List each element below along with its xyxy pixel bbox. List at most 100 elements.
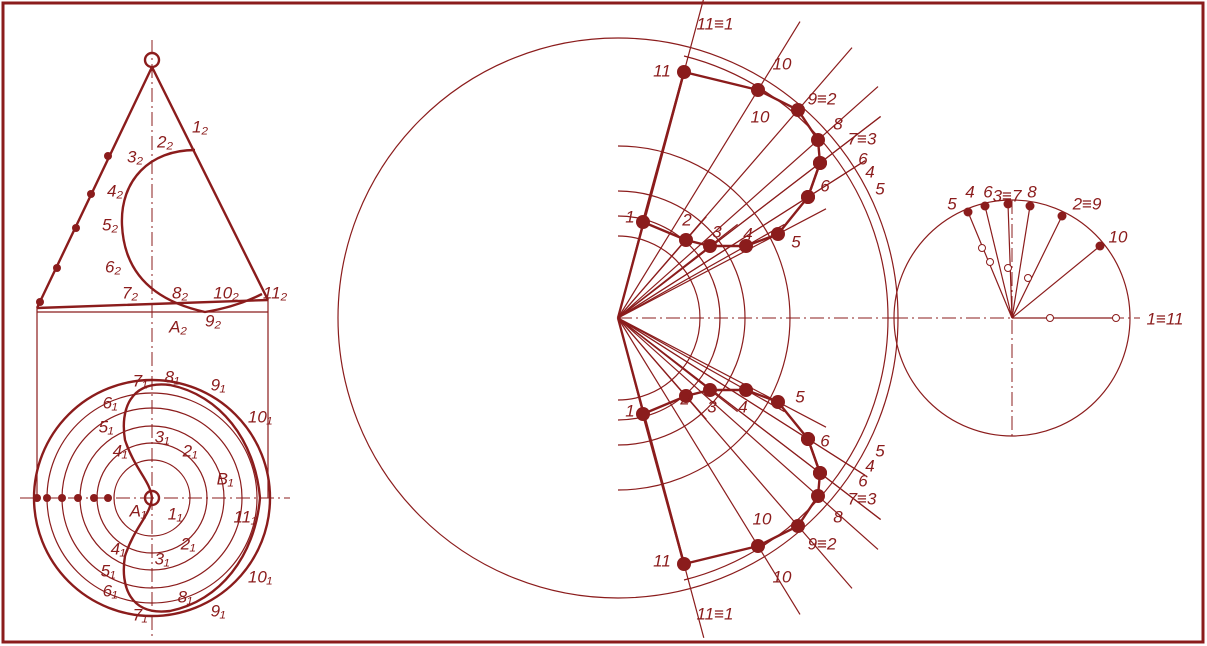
- label: 10: [773, 567, 792, 586]
- label: 7≡3: [848, 129, 877, 148]
- point: [74, 494, 82, 502]
- label: 11₁: [233, 507, 256, 526]
- ray: [617, 208, 827, 319]
- point: [791, 103, 805, 117]
- label: 7₁: [133, 605, 148, 624]
- label: 11≡1: [696, 604, 733, 623]
- label: 4: [738, 397, 747, 416]
- label: 2: [679, 389, 690, 408]
- label: 8₁: [165, 367, 180, 386]
- label: 4: [743, 224, 752, 243]
- label: 8: [1027, 182, 1037, 201]
- label: 2₂: [156, 132, 173, 151]
- label: 6: [858, 149, 868, 168]
- point: [104, 152, 112, 160]
- ray: [617, 223, 785, 319]
- point: [677, 557, 691, 571]
- ray: [617, 317, 879, 550]
- label: 11: [653, 551, 671, 570]
- label: 5: [947, 194, 957, 213]
- front-view: [35, 40, 270, 640]
- label: 1: [625, 401, 634, 420]
- point: [811, 489, 825, 503]
- point: [751, 539, 765, 553]
- label: 3₁: [155, 427, 170, 446]
- label: 6: [983, 182, 993, 201]
- label: 1₂: [192, 117, 208, 136]
- point: [771, 395, 785, 409]
- label: 1≡11: [1146, 309, 1183, 328]
- point: [963, 207, 973, 217]
- label: 8₂: [172, 283, 188, 302]
- label: 3₂: [127, 147, 143, 166]
- point: [1095, 241, 1105, 251]
- ray: [617, 86, 879, 319]
- point: [72, 224, 80, 232]
- ray: [617, 317, 652, 443]
- point: [36, 298, 44, 306]
- label: 10: [753, 509, 772, 528]
- point: [53, 264, 61, 272]
- ray: [617, 317, 707, 420]
- label: A₂: [168, 317, 187, 336]
- point: [801, 190, 815, 204]
- label: 1₁: [168, 504, 183, 523]
- label: 1: [625, 207, 634, 226]
- label: 5₁: [101, 561, 116, 580]
- ray: [617, 317, 866, 476]
- point: [1003, 199, 1013, 209]
- label: 6₁: [103, 581, 118, 600]
- label: B₁: [217, 469, 234, 488]
- point: [771, 227, 785, 241]
- label: 2₁: [182, 441, 198, 460]
- label: 3: [712, 222, 722, 241]
- point: [813, 466, 827, 480]
- point: [801, 432, 815, 446]
- label: 7≡3: [848, 489, 877, 508]
- label: 9₁: [211, 601, 226, 620]
- label: 2₁: [180, 534, 196, 553]
- label: 6: [820, 431, 830, 450]
- point: [1057, 211, 1067, 221]
- label: 9₁: [211, 375, 226, 394]
- label: 8: [833, 114, 843, 133]
- label: 6: [858, 471, 868, 490]
- label: 6₂: [105, 257, 121, 276]
- point: [1025, 201, 1035, 211]
- label: 8: [833, 507, 843, 526]
- ray: [617, 317, 785, 413]
- point: [87, 190, 95, 198]
- label: 6₁: [103, 393, 118, 412]
- label: 4: [965, 182, 974, 201]
- label: 2≡9: [1072, 194, 1102, 213]
- label: 9₂: [205, 311, 221, 330]
- label: 11₂: [263, 283, 288, 302]
- ray: [617, 160, 866, 319]
- point: [1112, 314, 1120, 322]
- label: 5: [875, 179, 885, 198]
- label: 7₂: [122, 283, 138, 302]
- label: A₁: [129, 501, 147, 520]
- point: [813, 156, 827, 170]
- label: 11: [653, 61, 671, 80]
- label: 4₁: [111, 539, 126, 558]
- label: 3: [707, 397, 717, 416]
- ray: [617, 116, 881, 319]
- point: [1024, 274, 1032, 282]
- label: 7₁: [133, 371, 148, 390]
- point: [104, 494, 112, 502]
- ray: [617, 317, 801, 615]
- label: 3≡7: [993, 186, 1022, 205]
- label: 10₁: [248, 567, 272, 586]
- point: [636, 215, 650, 229]
- ray: [617, 21, 801, 319]
- ray: [617, 317, 881, 520]
- label: 5: [875, 441, 885, 460]
- point: [677, 65, 691, 79]
- point: [751, 83, 765, 97]
- point: [978, 244, 986, 252]
- label: 2: [681, 210, 692, 229]
